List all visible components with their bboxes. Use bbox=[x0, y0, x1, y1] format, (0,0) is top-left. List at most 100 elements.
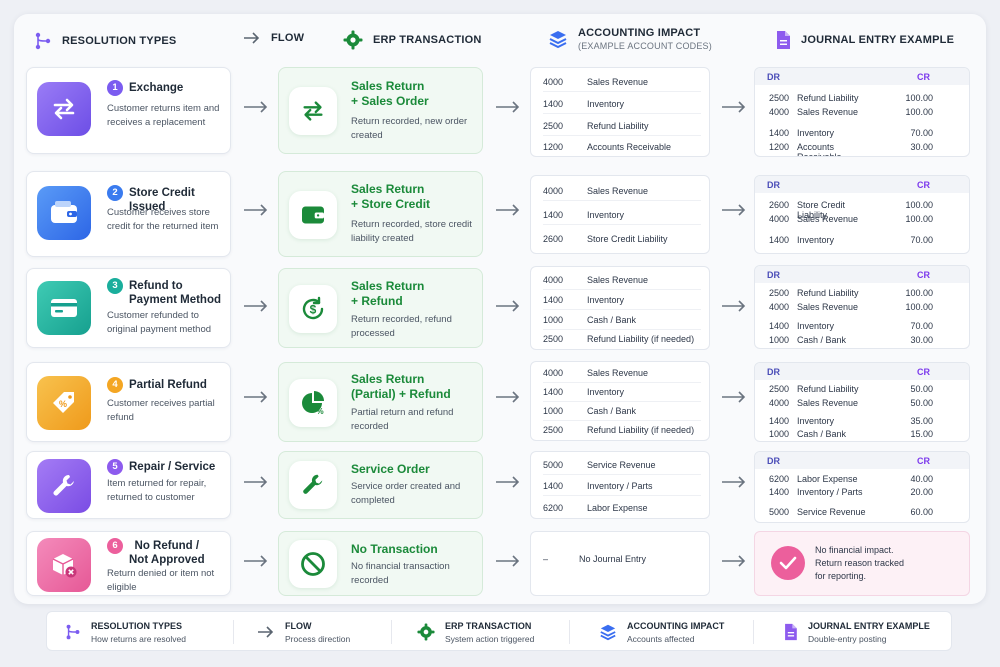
step-badge: 6 bbox=[107, 538, 123, 554]
account-row: 2600 Store Credit Liability bbox=[543, 234, 701, 248]
journal-account: Cash / Bank bbox=[797, 429, 847, 439]
divider bbox=[391, 620, 392, 644]
account-name: Accounts Receivable bbox=[587, 142, 672, 152]
document-icon bbox=[777, 31, 790, 49]
account-code: 4000 bbox=[543, 186, 564, 196]
partial-refund-tile: % bbox=[37, 376, 91, 430]
journal-amount: 35.00 bbox=[910, 416, 933, 426]
legend-title: FLOW bbox=[285, 620, 312, 631]
partial-refund-title: Partial Refund bbox=[129, 379, 207, 391]
resolution-card-no-refund[interactable]: 6 No Refund / Not Approved Return denied… bbox=[26, 531, 231, 596]
journal-account: Inventory bbox=[797, 235, 835, 245]
header-accounting: ACCOUNTING IMPACT (EXAMPLE ACCOUNT CODES… bbox=[548, 27, 712, 51]
erp-no-transaction-desc: No financial transaction recorded bbox=[351, 561, 450, 586]
repair-title-row: 5 Repair / Service bbox=[107, 459, 224, 475]
header-journal: JOURNAL ENTRY EXAMPLE bbox=[775, 30, 954, 50]
flow-arrow bbox=[496, 476, 520, 488]
swap-arrows-icon bbox=[303, 101, 323, 121]
journal-account: Service Revenue bbox=[797, 507, 866, 517]
account-code: 1400 bbox=[543, 210, 564, 220]
journal-code: 2600 bbox=[769, 200, 790, 210]
header-erp-label: ERP TRANSACTION bbox=[373, 34, 482, 46]
pie-percent-icon: % bbox=[302, 391, 324, 416]
flow-arrow bbox=[244, 204, 268, 216]
erp-exchange-desc: Return recorded, new order created bbox=[351, 116, 468, 141]
legend-flow: FLOW Process direction bbox=[257, 612, 350, 652]
journal-line: 2600 Store Credit Liability 100.00 bbox=[769, 200, 933, 220]
account-row: 1000 Cash / Bank bbox=[543, 406, 701, 421]
erp-card-exchange[interactable]: Sales Return + Sales Order Return record… bbox=[278, 67, 483, 154]
account-code: 4000 bbox=[543, 77, 564, 87]
journal-amount: 100.00 bbox=[905, 107, 933, 117]
erp-no-transaction-tile bbox=[289, 540, 337, 588]
flow-arrow bbox=[496, 391, 520, 403]
journal-line: 1400 Inventory 35.00 bbox=[769, 416, 933, 426]
erp-exchange-tile bbox=[289, 87, 337, 135]
journal-code: 2500 bbox=[769, 288, 790, 298]
journal-card-store-credit: DR CR 2600 Store Credit Liability 100.00 40… bbox=[754, 175, 970, 254]
legend-title: RESOLUTION TYPES bbox=[91, 620, 183, 631]
journal-account: Refund Liability bbox=[797, 384, 859, 394]
account-row: 5000 Service Revenue bbox=[543, 460, 701, 475]
repair-tile bbox=[37, 459, 91, 513]
resolution-card-exchange[interactable]: 1 Exchange Customer returns item and rec… bbox=[26, 67, 231, 154]
legend-journal: JOURNAL ENTRY EXAMPLE Double-entry postin… bbox=[783, 612, 930, 652]
account-name: Sales Revenue bbox=[587, 77, 649, 87]
erp-card-refund[interactable]: $ Sales Return + Refund Return recorded,… bbox=[278, 268, 483, 348]
journal-account: Sales Revenue bbox=[797, 398, 859, 408]
resolution-card-partial-refund[interactable]: % 4 Partial Refund Customer receives par… bbox=[26, 362, 231, 442]
no-refund-tile bbox=[37, 538, 91, 592]
legend-sub: Process direction bbox=[285, 633, 351, 644]
erp-card-partial-refund[interactable]: % Sales Return (Partial) + Refund Partia… bbox=[278, 362, 483, 442]
legend-footer: RESOLUTION TYPES How returns are resolved… bbox=[46, 611, 952, 651]
divider bbox=[753, 620, 754, 644]
flow-arrow bbox=[244, 300, 268, 312]
account-name: Sales Revenue bbox=[587, 186, 649, 196]
partial-refund-title-row: 4 Partial Refund bbox=[107, 377, 224, 393]
account-code: 2500 bbox=[543, 425, 564, 435]
flow-arrow bbox=[244, 101, 268, 113]
step-badge: 5 bbox=[107, 459, 123, 475]
erp-card-repair[interactable]: Service Order Service order created and … bbox=[278, 451, 483, 519]
account-code: 1400 bbox=[543, 387, 564, 397]
erp-partial-refund-title: Sales Return (Partial) + Refund bbox=[351, 372, 451, 401]
no-entry-text: No Journal Entry bbox=[579, 554, 647, 564]
refund-tile bbox=[37, 281, 91, 335]
resolution-card-store-credit[interactable]: 2 Store Credit Issued Customer receives … bbox=[26, 171, 231, 257]
journal-code: 6200 bbox=[769, 474, 790, 484]
journal-line: 1000 Cash / Bank 30.00 bbox=[769, 335, 933, 345]
account-row: 1000 Cash / Bank bbox=[543, 315, 701, 330]
account-name: Labor Expense bbox=[587, 503, 648, 513]
journal-code: 4000 bbox=[769, 107, 790, 117]
journal-line: 4000 Sales Revenue 100.00 bbox=[769, 107, 933, 117]
resolution-card-repair[interactable]: 5 Repair / Service Item returned for rep… bbox=[26, 451, 231, 519]
step-badge: 1 bbox=[107, 80, 123, 96]
journal-header: DR CR bbox=[755, 363, 969, 380]
flow-arrow bbox=[722, 555, 746, 567]
journal-amount: 40.00 bbox=[910, 474, 933, 484]
account-name: Sales Revenue bbox=[587, 368, 649, 378]
journal-header: DR CR bbox=[755, 176, 969, 193]
journal-account: Store Credit Liability bbox=[797, 200, 846, 220]
account-row: 2500 Refund Liability (if needed) bbox=[543, 334, 701, 348]
erp-repair-tile bbox=[289, 461, 337, 509]
journal-amount: 50.00 bbox=[910, 398, 933, 408]
erp-card-no-transaction[interactable]: No Transaction No financial transaction … bbox=[278, 531, 483, 596]
accounts-card-no-entry: – No Journal Entry bbox=[530, 531, 710, 596]
legend-accounting: ACCOUNTING IMPACT Accounts affected bbox=[599, 612, 724, 652]
swap-arrows-icon bbox=[53, 98, 75, 120]
branch-icon bbox=[35, 32, 51, 50]
erp-exchange-title: Sales Return + Sales Order bbox=[351, 79, 429, 108]
partial-refund-desc: Customer receives partial refund bbox=[107, 398, 215, 423]
layers-icon bbox=[549, 31, 567, 49]
erp-card-store-credit[interactable]: Sales Return + Store Credit Return recor… bbox=[278, 171, 483, 257]
journal-line: 2500 Refund Liability 50.00 bbox=[769, 384, 933, 394]
journal-code: 2500 bbox=[769, 384, 790, 394]
journal-code: 5000 bbox=[769, 507, 790, 517]
journal-line: 1400 Inventory 70.00 bbox=[769, 128, 933, 138]
account-name: Cash / Bank bbox=[587, 315, 637, 325]
account-row: 4000 Sales Revenue bbox=[543, 77, 701, 92]
account-name: Store Credit Liability bbox=[587, 234, 668, 244]
resolution-card-refund[interactable]: 3 Refund to Payment Method Customer refu… bbox=[26, 268, 231, 348]
flow-arrow bbox=[496, 101, 520, 113]
